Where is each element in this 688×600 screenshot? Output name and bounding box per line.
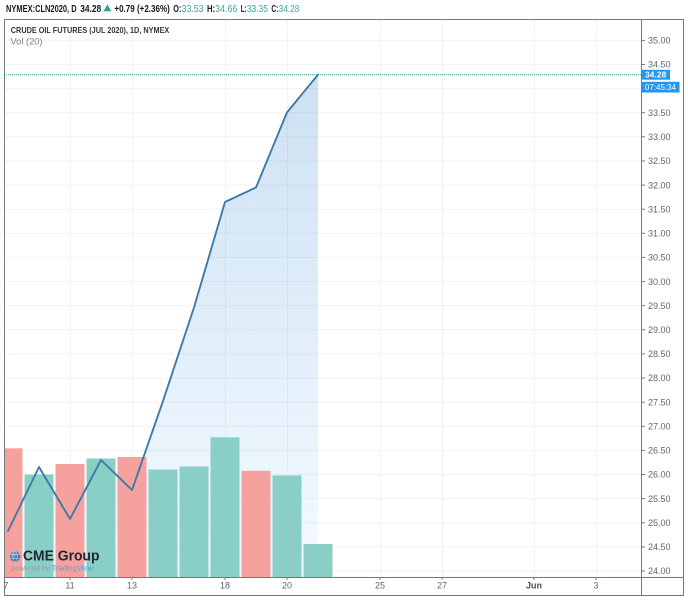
svg-text:33.35: 33.35 bbox=[247, 4, 268, 15]
svg-text:26.50: 26.50 bbox=[648, 446, 671, 456]
svg-text:Jun: Jun bbox=[526, 581, 542, 591]
svg-text:CRUDE OIL FUTURES (JUL 2020),: CRUDE OIL FUTURES (JUL 2020), 1D, NYMEX bbox=[11, 25, 170, 35]
svg-text:NYMEX:CLN2020, D: NYMEX:CLN2020, D bbox=[6, 4, 77, 15]
svg-text:18: 18 bbox=[220, 581, 230, 591]
svg-text:29.00: 29.00 bbox=[648, 325, 671, 335]
svg-text:31.00: 31.00 bbox=[648, 229, 671, 239]
svg-text:26.00: 26.00 bbox=[648, 470, 671, 480]
svg-text:CME Group: CME Group bbox=[23, 549, 100, 565]
svg-text:34.28: 34.28 bbox=[279, 4, 300, 15]
svg-text:34.28: 34.28 bbox=[80, 4, 101, 15]
svg-text:11: 11 bbox=[65, 581, 74, 591]
svg-text:35.00: 35.00 bbox=[648, 36, 671, 46]
svg-text:33.53: 33.53 bbox=[182, 4, 204, 15]
svg-text:33.50: 33.50 bbox=[648, 108, 671, 118]
svg-text:13: 13 bbox=[127, 581, 137, 591]
svg-text:H:: H: bbox=[207, 4, 215, 15]
svg-text:O:: O: bbox=[173, 4, 181, 15]
svg-text:33.00: 33.00 bbox=[648, 132, 671, 142]
svg-text:20: 20 bbox=[282, 581, 292, 591]
svg-text:32.00: 32.00 bbox=[648, 180, 671, 190]
svg-text:+0.79 (+2.36%): +0.79 (+2.36%) bbox=[114, 4, 169, 15]
svg-text:27.50: 27.50 bbox=[648, 397, 671, 407]
svg-text:7: 7 bbox=[4, 581, 9, 591]
svg-text:3: 3 bbox=[593, 581, 598, 591]
svg-text:25.00: 25.00 bbox=[648, 518, 671, 528]
svg-text:25.50: 25.50 bbox=[648, 494, 671, 504]
svg-text:24.00: 24.00 bbox=[648, 566, 671, 576]
svg-text:C:: C: bbox=[271, 4, 278, 15]
svg-text:27.00: 27.00 bbox=[648, 422, 671, 432]
svg-text:32.50: 32.50 bbox=[648, 156, 671, 166]
svg-text:30.00: 30.00 bbox=[648, 277, 671, 287]
svg-text:07:45:34: 07:45:34 bbox=[645, 83, 677, 92]
svg-text:34.50: 34.50 bbox=[648, 60, 671, 70]
svg-text:34.66: 34.66 bbox=[215, 4, 237, 15]
svg-text:L:: L: bbox=[241, 4, 247, 15]
svg-text:28.00: 28.00 bbox=[648, 373, 671, 383]
svg-text:28.50: 28.50 bbox=[648, 349, 671, 359]
svg-text:31.50: 31.50 bbox=[648, 204, 671, 214]
svg-text:24.50: 24.50 bbox=[648, 542, 671, 552]
svg-text:Vol (20): Vol (20) bbox=[11, 37, 43, 47]
svg-text:powered by TradingView: powered by TradingView bbox=[11, 564, 94, 573]
svg-text:29.50: 29.50 bbox=[648, 301, 671, 311]
svg-text:27: 27 bbox=[437, 581, 447, 591]
svg-text:25: 25 bbox=[375, 581, 385, 591]
svg-text:30.50: 30.50 bbox=[648, 253, 671, 263]
svg-text:34.28: 34.28 bbox=[645, 69, 667, 79]
